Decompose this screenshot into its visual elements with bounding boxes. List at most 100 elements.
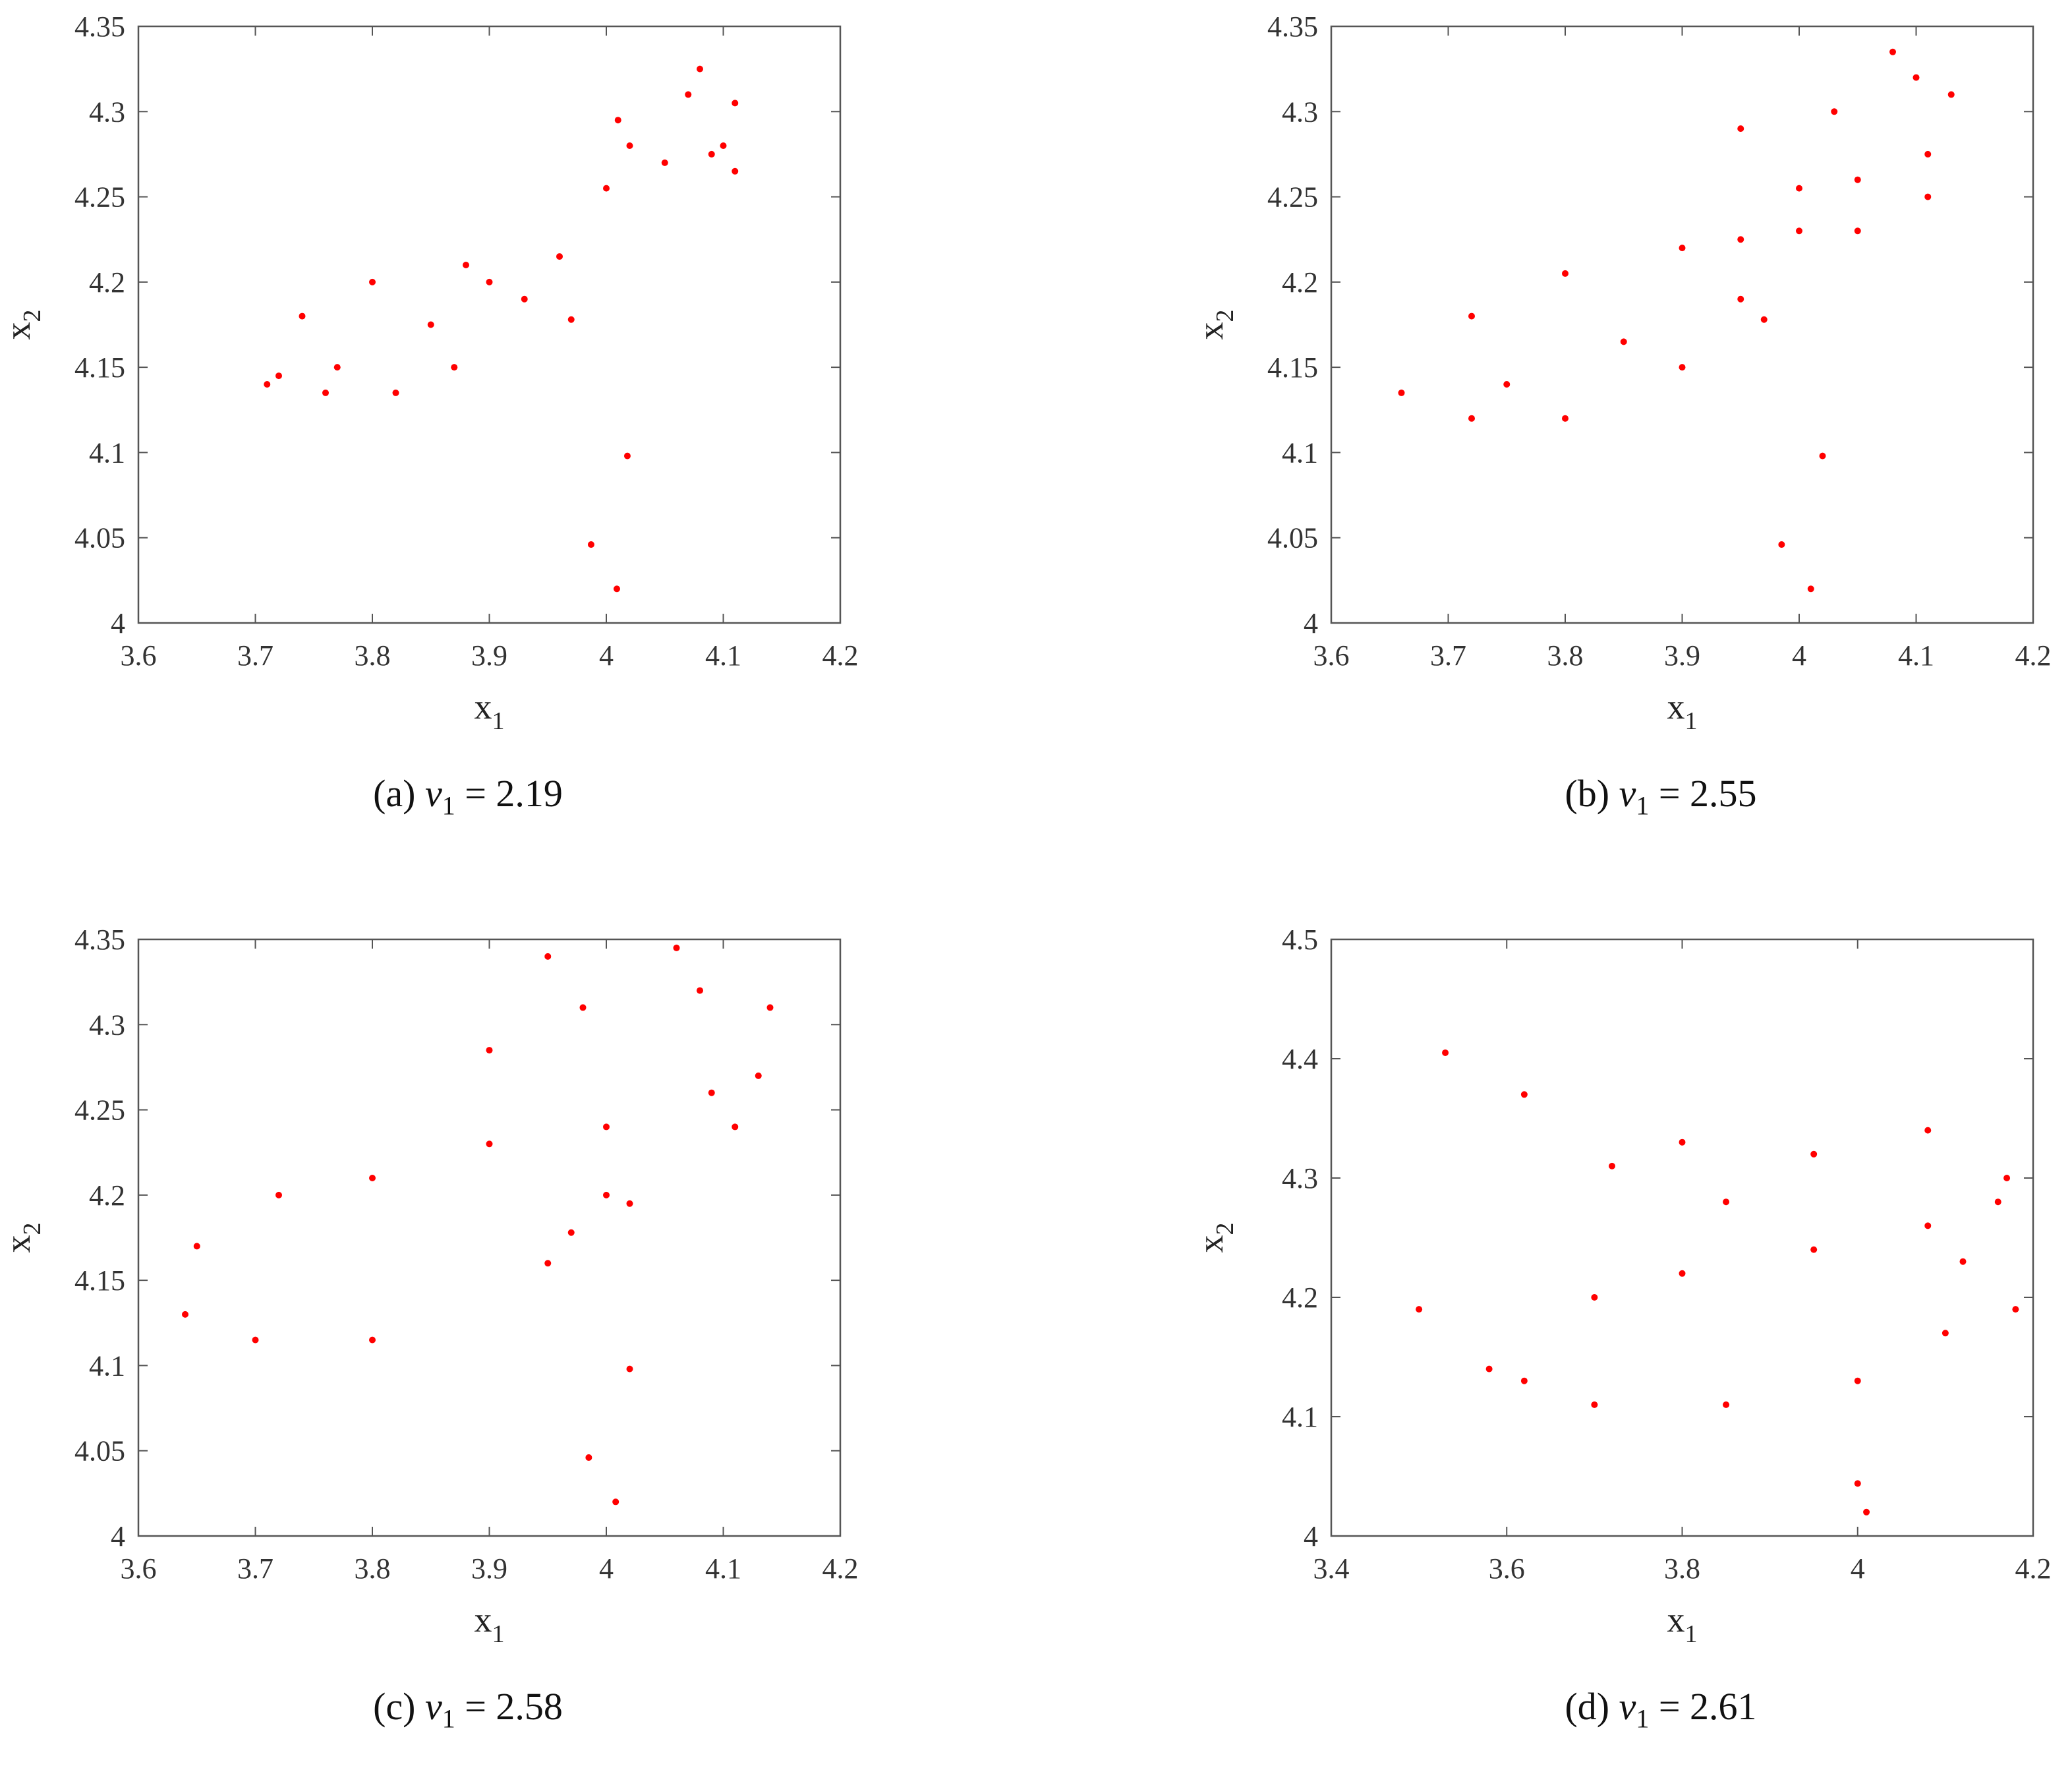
data-point (685, 91, 692, 98)
x-tick-label: 4 (599, 639, 614, 672)
data-point (1398, 389, 1405, 396)
data-point (451, 364, 458, 371)
data-point (333, 364, 341, 371)
data-point (1810, 1150, 1818, 1158)
x-tick-label: 3.9 (471, 1552, 507, 1585)
data-point (1737, 125, 1744, 133)
x-tick-label: 4.2 (822, 639, 859, 672)
data-point (1503, 381, 1511, 388)
data-point (1959, 1258, 1967, 1265)
x-tick-label: 4 (1851, 1552, 1865, 1585)
data-point (486, 278, 493, 285)
data-point (463, 262, 469, 268)
data-point (1924, 1222, 1932, 1229)
data-point (1591, 1294, 1598, 1301)
scatter-plot-c: 3.6 3.7 3.8 3.9 4 4.1 4.2 4 4.05 4.1 4.15 4.2 4.25 4.… (0, 924, 859, 1648)
data-point (182, 1311, 188, 1318)
data-point (626, 142, 633, 149)
data-point (322, 389, 329, 396)
caption-value: = 2.61 (1658, 1685, 1757, 1728)
data-point (1889, 48, 1896, 55)
data-point (1485, 1365, 1493, 1372)
data-point (613, 585, 620, 593)
y-tick-label: 4.35 (74, 924, 125, 956)
data-point (369, 278, 376, 285)
y-tick-label: 4.2 (89, 1179, 125, 1212)
data-point (275, 372, 282, 380)
data-point (427, 321, 434, 328)
y-tick-label: 4 (1304, 1520, 1318, 1552)
caption-c: (c) v1 = 2.58 (0, 1684, 936, 1734)
caption-variable: v (1619, 772, 1636, 815)
data-point (1854, 227, 1861, 235)
data-point (392, 389, 399, 396)
caption-value: = 2.58 (465, 1685, 563, 1728)
data-point (661, 159, 668, 166)
data-point (755, 1072, 762, 1079)
x-tick-label: 3.7 (1430, 639, 1466, 672)
data-point (603, 185, 610, 192)
y-tick-label: 4.2 (1282, 266, 1318, 299)
data-point (486, 1047, 493, 1054)
x-axis-label: x1 (475, 1600, 505, 1648)
data-point (623, 452, 631, 459)
data-point (544, 1260, 552, 1267)
x-tick-label: 3.8 (355, 639, 391, 672)
data-point (369, 1175, 376, 1181)
data-point (567, 1229, 575, 1236)
x-tick-label: 3.7 (237, 639, 273, 672)
data-point (1942, 1330, 1949, 1337)
caption-value: = 2.55 (1658, 772, 1757, 815)
y-tick-label: 4.3 (89, 96, 125, 128)
data-point (585, 1454, 592, 1461)
data-point (521, 295, 528, 303)
data-point (766, 1004, 774, 1011)
y-tick-label: 4.2 (1282, 1282, 1318, 1314)
x-tick-label: 3.8 (1664, 1552, 1700, 1585)
x-axis-label: x1 (1667, 1600, 1698, 1648)
data-point (1591, 1401, 1598, 1408)
data-point (1924, 1127, 1932, 1134)
data-point (2003, 1175, 2011, 1181)
caption-a: (a) v1 = 2.19 (0, 771, 936, 821)
x-tick-label: 4 (1792, 639, 1806, 672)
y-tick-label: 4.25 (1267, 181, 1318, 214)
data-point (697, 987, 703, 994)
data-point (1520, 1091, 1528, 1098)
data-point (1442, 1049, 1449, 1056)
data-point (1679, 245, 1686, 252)
data-point (673, 944, 680, 951)
y-tick-label: 4.05 (74, 522, 125, 554)
caption-variable: v (424, 772, 442, 815)
data-point (1831, 108, 1838, 115)
x-axis-label: x1 (475, 687, 505, 735)
data-point (1679, 364, 1686, 371)
y-tick-label: 4.15 (74, 1264, 125, 1297)
y-tick-label: 4.1 (1282, 1401, 1318, 1433)
y-tick-label: 4.25 (74, 1094, 125, 1127)
data-point (612, 1498, 619, 1506)
x-tick-label: 4.1 (1898, 639, 1934, 672)
scatter-plot-a: 3.6 3.7 3.8 3.9 4 4.1 4.2 4 4.05 4.1 4.15 4.2 4.25 4.… (0, 11, 859, 735)
panel-a: 3.6 3.7 3.8 3.9 4 4.1 4.2 4 4.05 4.1 4.15 4.2 4.25 4.… (0, 0, 936, 857)
data-point (2012, 1306, 2019, 1313)
data-point (1723, 1401, 1730, 1408)
data-point (1679, 1270, 1686, 1277)
data-point (1854, 176, 1861, 183)
x-tick-label: 3.8 (1547, 639, 1584, 672)
y-axis-label: x2 (1191, 310, 1239, 340)
y-tick-label: 4.35 (74, 11, 125, 43)
data-point (626, 1200, 633, 1207)
data-point (1620, 338, 1627, 345)
data-point (579, 1004, 587, 1011)
data-point (1778, 541, 1785, 548)
y-axis-label: x2 (0, 310, 46, 340)
y-axis-label: x2 (0, 1223, 46, 1253)
data-point (732, 167, 739, 175)
caption-subscript: 1 (1636, 790, 1650, 821)
data-point (1562, 415, 1568, 422)
plot-frame (1330, 938, 2034, 1537)
y-tick-label: 4 (1304, 607, 1318, 639)
data-point (1854, 1377, 1861, 1384)
data-point (1913, 74, 1920, 81)
